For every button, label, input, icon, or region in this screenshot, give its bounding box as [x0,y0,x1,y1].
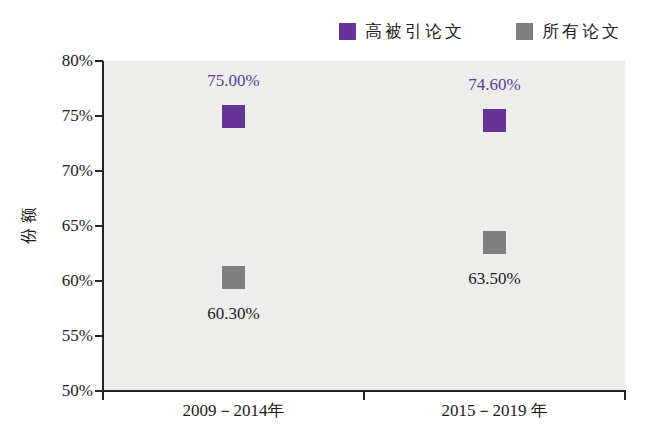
point-label: 60.30% [174,303,294,325]
y-axis-line [102,61,104,399]
y-tick-label: 60% [33,270,93,292]
y-tick-mark [95,115,103,117]
x-category-label: 2015－2019 年 [395,399,595,423]
y-tick-label: 75% [33,105,93,127]
point-label: 75.00% [174,70,294,92]
point-label: 74.60% [435,74,555,96]
legend-item-all-papers: 所有论文 [516,20,622,43]
marker-all-papers-1 [483,231,506,254]
y-tick-mark [95,335,103,337]
y-tick-mark [95,280,103,282]
legend-swatch-gray-icon [516,23,533,40]
x-axis-line [95,390,626,392]
y-tick-label: 65% [33,215,93,237]
x-tick-mark [102,391,104,400]
x-tick-mark [624,391,626,400]
y-tick-label: 55% [33,325,93,347]
plot-area [103,61,625,391]
scatter-chart: 高被引论文 所有论文 份额 80%75%70%65%60%55%50% 75.0… [0,0,653,435]
legend: 高被引论文 所有论文 [339,20,622,43]
y-tick-mark [95,170,103,172]
y-tick-mark [95,225,103,227]
y-tick-mark [95,60,103,62]
x-tick-mark [363,391,365,400]
y-tick-label: 70% [33,160,93,182]
y-tick-label: 50% [33,380,93,402]
marker-highly-cited-0 [222,105,245,128]
marker-highly-cited-1 [483,109,506,132]
y-tick-label: 80% [33,50,93,72]
legend-swatch-purple-icon [339,23,356,40]
x-category-label: 2009－2014年 [134,399,334,423]
point-label: 63.50% [435,268,555,290]
legend-item-highly-cited-papers: 高被引论文 [339,20,465,43]
legend-label-all-papers: 所有论文 [542,20,622,43]
marker-all-papers-0 [222,266,245,289]
legend-label-highly-cited-papers: 高被引论文 [365,20,465,43]
